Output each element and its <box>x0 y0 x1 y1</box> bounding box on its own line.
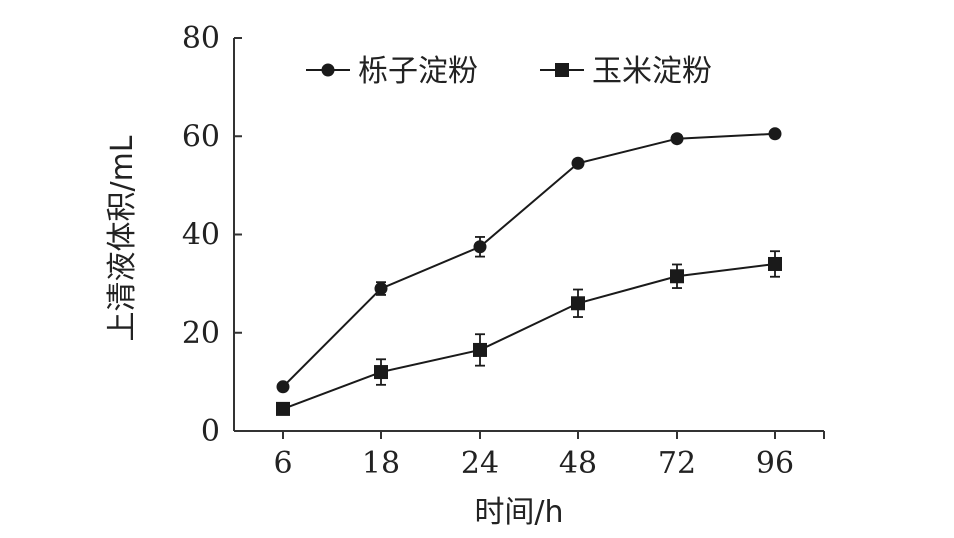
series-2 <box>276 250 782 416</box>
legend-item-2: 玉米淀粉 <box>540 54 712 89</box>
legend-marker <box>321 63 335 77</box>
legend-label: 栎子淀粉 <box>358 54 478 89</box>
data-point <box>473 240 487 254</box>
legend: 栎子淀粉 玉米淀粉 <box>306 54 712 89</box>
data-point <box>276 380 290 394</box>
legend-marker <box>555 63 569 77</box>
x-tick-label: 72 <box>658 446 696 481</box>
x-axis-title: 时间/h <box>474 495 563 530</box>
y-tick-label: 40 <box>182 218 220 253</box>
data-point <box>768 127 782 141</box>
y-axis-title: 上清液体积/mL <box>105 135 140 341</box>
series-line <box>282 262 776 410</box>
y-tick-label: 80 <box>182 21 220 56</box>
y-tick-label: 0 <box>201 414 220 449</box>
legend-item-1: 栎子淀粉 <box>306 54 478 89</box>
data-point <box>571 296 585 311</box>
series-1 <box>276 127 782 394</box>
data-point <box>670 132 684 146</box>
data-point <box>374 282 388 296</box>
x-tick-label: 96 <box>756 446 794 481</box>
x-tick-label: 48 <box>559 446 597 481</box>
series-layer <box>276 127 782 416</box>
x-tick-label: 24 <box>461 446 499 481</box>
x-tick-label: 18 <box>362 446 400 481</box>
axes: 0 20 40 60 80 6 18 24 48 72 96 <box>182 21 825 481</box>
series-line <box>282 132 776 388</box>
x-tick-label: 6 <box>273 446 292 481</box>
data-point <box>374 365 388 380</box>
y-tick-label: 20 <box>182 316 220 351</box>
y-tick-label: 60 <box>182 119 220 154</box>
data-point <box>768 256 782 271</box>
legend-label: 玉米淀粉 <box>592 54 712 89</box>
data-point <box>276 401 290 416</box>
data-point <box>670 269 684 284</box>
data-point <box>473 342 487 357</box>
data-point <box>571 156 585 170</box>
